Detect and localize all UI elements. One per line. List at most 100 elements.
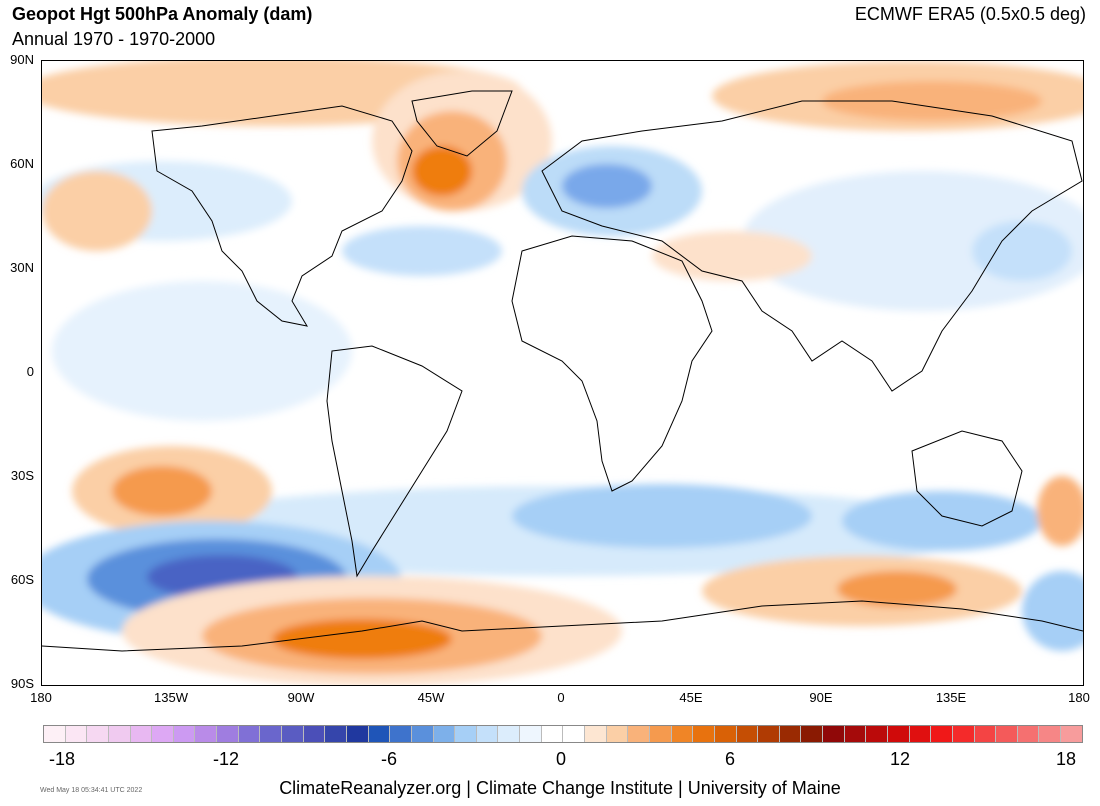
colorbar-swatch [628,726,650,742]
lon-label-90w: 90W [287,690,315,705]
footer-credit: ClimateReanalyzer.org | Climate Change I… [279,778,841,798]
antarctica-outline [42,600,1083,652]
anomaly-region [272,619,452,659]
anomaly-map-svg [42,61,1083,685]
colorbar-swatch [346,726,369,742]
anomaly-region [562,164,652,208]
africa-outline [511,235,713,492]
colorbar-swatch [952,726,975,742]
colorbar-swatch [909,726,932,742]
lon-label-135e: 135E [935,690,967,705]
colorbar-swatch [931,726,953,742]
colorbar-swatch [671,726,694,742]
colorbar-swatch [476,726,499,742]
colorbar-swatch [303,726,326,742]
colorbar-swatch [823,726,845,742]
colorbar [43,725,1083,743]
colorbar-label: 0 [555,749,566,769]
north-america-outline [151,105,413,327]
lon-label-45w: 45W [417,690,445,705]
anomaly-region [652,231,812,281]
colorbar-swatch [541,726,564,742]
lon-label-135w: 135W [154,690,188,705]
colorbar-swatch [238,726,261,742]
colorbar-swatch [714,726,737,742]
lat-label-60n: 60N [10,156,34,171]
colorbar-swatch [563,726,586,742]
colorbar-swatch [87,726,109,742]
colorbar-swatch [1017,726,1040,742]
colorbar-swatch [498,726,521,742]
colorbar-swatch [368,726,391,742]
greenland-outline [411,90,513,157]
colorbar-swatch [520,726,542,742]
colorbar-swatch [887,726,910,742]
colorbar-swatch [217,726,239,742]
colorbar-swatch [649,726,672,742]
anomaly-region [52,281,352,421]
colorbar-swatch [736,726,759,742]
lon-label-0: 0 [557,690,565,705]
colorbar-swatch [130,726,153,742]
colorbar-swatch [390,726,412,742]
colorbar-swatch [325,726,347,742]
chart-subtitle: Annual 1970 - 1970-2000 [12,29,216,49]
anomaly-region [972,221,1072,281]
colorbar-swatch [758,726,780,742]
colorbar-swatch [606,726,629,742]
timestamp: Wed May 18 05:34:41 UTC 2022 [40,787,143,794]
anomaly-region [842,491,1042,551]
colorbar-swatch [44,726,66,742]
lat-label-eq: 0 [26,364,34,379]
anomaly-region [112,466,212,516]
colorbar-swatch [195,726,218,742]
colorbar-swatch [866,726,888,742]
colorbar-swatch [1061,726,1082,742]
anomaly-map [41,60,1084,686]
colorbar-swatch [844,726,867,742]
anomaly-region [42,171,152,251]
eurasia-outline [541,100,1083,392]
colorbar-swatch [282,726,304,742]
colorbar-swatch [173,726,196,742]
colorbar-swatch [152,726,174,742]
colorbar-swatch [108,726,131,742]
colorbar-swatch [455,726,477,742]
colorbar-label: 6 [724,749,735,769]
lat-label-90n: 90N [10,52,34,67]
south-america-outline [326,345,463,578]
colorbar-swatch [693,726,715,742]
colorbar-label: 18 [1055,749,1077,769]
lon-label-45e: 45E [679,690,703,705]
lat-label-30s: 30S [10,468,34,483]
coastlines [42,90,1083,652]
anomaly-region [512,484,812,548]
lon-label-90e: 90E [809,690,833,705]
anomaly-region [822,81,1042,121]
colorbar-swatch [65,726,88,742]
lat-label-90s: 90S [10,676,34,691]
colorbar-swatch [1039,726,1062,742]
colorbar-swatch [585,726,607,742]
colorbar-swatch [996,726,1018,742]
colorbar-swatch [260,726,283,742]
chart-title: Geopot Hgt 500hPa Anomaly (dam) [12,4,313,24]
lon-label-180w: 180 [30,690,52,705]
lat-label-30n: 30N [10,260,34,275]
colorbar-swatch [801,726,824,742]
anomaly-region [342,226,502,276]
colorbar-swatch [974,726,997,742]
anomaly-region [1037,476,1083,546]
anomaly-region [412,146,472,196]
colorbar-label: -6 [380,749,397,769]
colorbar-swatch [433,726,456,742]
australia-outline [911,430,1023,527]
anomaly-region [1022,571,1083,651]
data-source-label: ECMWF ERA5 (0.5x0.5 deg) [854,4,1086,24]
colorbar-label: -12 [212,749,239,769]
lat-label-60s: 60S [10,572,34,587]
colorbar-label: 12 [889,749,911,769]
colorbar-label: -18 [48,749,75,769]
lon-label-180e: 180 [1068,690,1090,705]
colorbar-swatch [411,726,434,742]
